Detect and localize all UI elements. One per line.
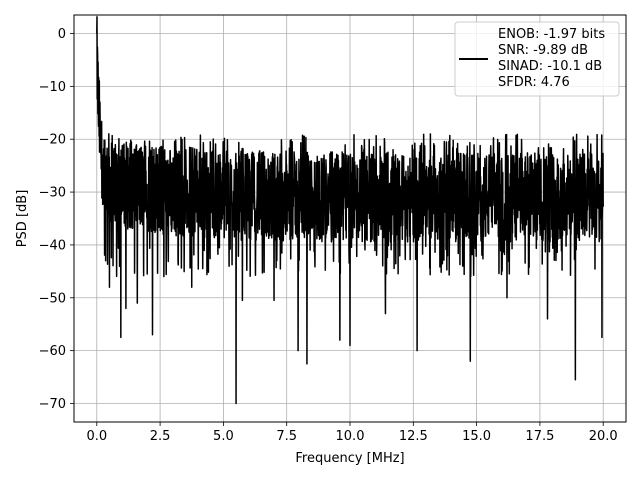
y-axis-label: PSD [dB] [15, 190, 30, 248]
legend: ENOB: -1.97 bits SNR: -9.89 dB SINAD: -1… [454, 21, 620, 97]
x-tick-label: 7.5 [276, 429, 297, 444]
legend-snr: SNR: -9.89 dB [498, 43, 588, 58]
x-tick-label: 0.0 [86, 429, 107, 444]
y-tick-label: −10 [39, 80, 66, 95]
y-tick-label: −60 [39, 344, 66, 359]
legend-box [454, 21, 620, 97]
y-tick-label: −50 [39, 291, 66, 306]
legend-sinad: SINAD: -10.1 dB [498, 59, 602, 74]
x-tick-label: 5.0 [213, 429, 234, 444]
x-tick-label: 12.5 [399, 429, 428, 444]
psd-line [96, 16, 604, 405]
x-tick-label: 17.5 [525, 429, 554, 444]
y-tick-label: −30 [39, 186, 66, 201]
psd-series [96, 16, 604, 405]
y-tick-label: −70 [39, 397, 66, 412]
y-tick-label: 0 [58, 27, 66, 42]
x-axis-ticks: 0.0 2.5 5.0 7.5 10.0 12.5 15.0 17.5 20.0 [86, 422, 618, 444]
y-axis-ticks: 0 −10 −20 −30 −40 −50 −60 −70 [39, 27, 74, 412]
x-tick-label: 2.5 [150, 429, 171, 444]
x-axis-label: Frequency [MHz] [295, 451, 404, 466]
x-tick-label: 15.0 [462, 429, 491, 444]
x-tick-label: 10.0 [336, 429, 365, 444]
y-tick-label: −40 [39, 238, 66, 253]
legend-enob: ENOB: -1.97 bits [498, 27, 605, 42]
x-tick-label: 20.0 [589, 429, 618, 444]
legend-sfdr: SFDR: 4.76 [498, 75, 570, 90]
y-tick-label: −20 [39, 133, 66, 148]
